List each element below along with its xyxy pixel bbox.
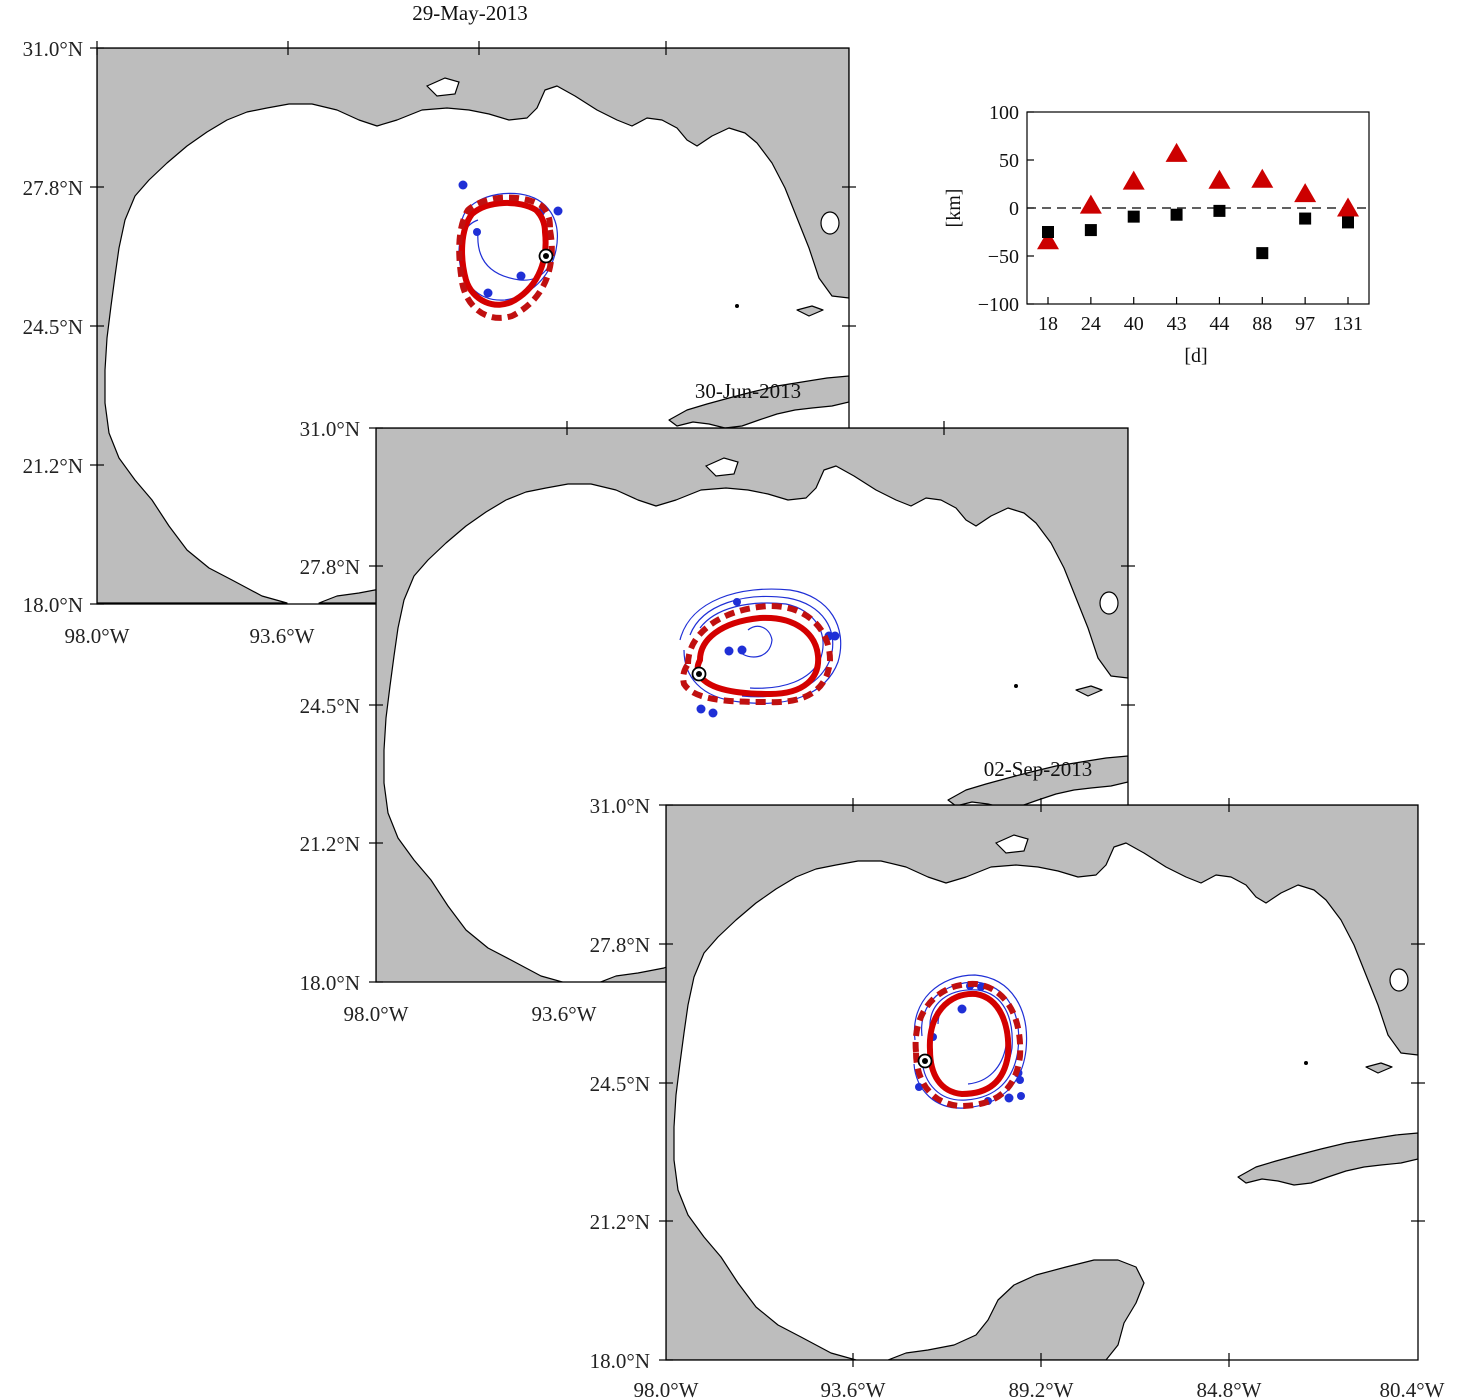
y-tick-label: 50 xyxy=(999,150,1019,172)
map-title: 29-May-2013 xyxy=(412,1,527,25)
eddy-contour-dashed xyxy=(912,980,1024,1109)
triangle-marker xyxy=(1037,230,1059,250)
lat-label: 27.8°N xyxy=(590,933,650,957)
x-tick-label: 24 xyxy=(1081,313,1101,335)
lat-label: 31.0°N xyxy=(300,417,360,441)
square-marker xyxy=(1342,216,1354,229)
lat-label: 31.0°N xyxy=(590,794,650,818)
x-tick-label: 40 xyxy=(1124,313,1144,335)
x-tick-label: 97 xyxy=(1295,313,1315,335)
square-marker xyxy=(1256,247,1269,260)
triangle-marker xyxy=(1165,142,1188,162)
lon-label: 80.4°W xyxy=(1380,1378,1445,1400)
triangle-marker xyxy=(1337,197,1359,217)
lat-label: 21.2°N xyxy=(590,1210,650,1234)
eddy-contour-dashed xyxy=(680,603,833,706)
y-axis: 100 50 0 −50 −100 xyxy=(978,102,1034,316)
lat-label: 27.8°N xyxy=(23,176,83,200)
x-tick-label: 43 xyxy=(1167,313,1187,335)
lat-label: 27.8°N xyxy=(300,555,360,579)
lon-label: 93.6°W xyxy=(532,1002,597,1026)
eddy-contour-dashed xyxy=(456,194,555,321)
x-tick-label: 18 xyxy=(1038,313,1058,335)
inset-chart: 100 50 0 −50 −100 18 24 40 43 44 88 97 131 [km] [d] xyxy=(943,102,1370,367)
triangle-marker xyxy=(1208,169,1231,189)
square-marker xyxy=(1299,212,1312,225)
lat-label: 18.0°N xyxy=(23,593,83,617)
lon-label: 98.0°W xyxy=(65,624,130,648)
lat-label: 24.5°N xyxy=(300,694,360,718)
square-marker xyxy=(1127,210,1140,223)
lat-label: 31.0°N xyxy=(23,37,83,61)
y-tick-label: 0 xyxy=(1009,198,1019,220)
lon-label: 98.0°W xyxy=(344,1002,409,1026)
y-tick-label: −50 xyxy=(988,246,1019,268)
y-axis-label: [km] xyxy=(943,189,965,228)
lon-label: 93.6°W xyxy=(250,624,315,648)
lat-label: 21.2°N xyxy=(300,832,360,856)
triangle-marker xyxy=(1251,168,1274,188)
lat-label: 18.0°N xyxy=(300,971,360,995)
triangle-marker xyxy=(1079,194,1102,214)
x-axis: 18 24 40 43 44 88 97 131 xyxy=(1038,297,1363,335)
square-marker xyxy=(1084,224,1097,237)
x-tick-label: 44 xyxy=(1209,313,1229,335)
x-axis-label: [d] xyxy=(1184,345,1207,367)
chart-marks xyxy=(1037,142,1359,260)
lon-label: 98.0°W xyxy=(634,1378,699,1400)
map-title: 30-Jun-2013 xyxy=(695,379,801,403)
square-marker xyxy=(1213,204,1226,217)
triangle-marker xyxy=(1294,183,1317,203)
lon-label: 89.2°W xyxy=(1009,1378,1074,1400)
lat-label: 24.5°N xyxy=(590,1072,650,1096)
y-tick-label: 100 xyxy=(989,102,1019,124)
square-marker xyxy=(1170,208,1183,221)
triangle-marker xyxy=(1122,170,1145,190)
lat-label: 24.5°N xyxy=(23,315,83,339)
square-marker xyxy=(1042,226,1054,238)
lon-label: 84.8°W xyxy=(1197,1378,1262,1400)
lon-label: 93.6°W xyxy=(821,1378,886,1400)
lat-label: 18.0°N xyxy=(590,1349,650,1373)
x-tick-label: 131 xyxy=(1333,313,1363,335)
map-panel-sep: 02-Sep-2013 31.0°N 27.8°N 24.5°N 21.2°N … xyxy=(590,757,1445,1400)
eddy-contour-solid xyxy=(926,990,1012,1097)
x-tick-label: 88 xyxy=(1252,313,1272,335)
lat-label: 21.2°N xyxy=(23,454,83,478)
map-title: 02-Sep-2013 xyxy=(984,757,1093,781)
y-tick-label: −100 xyxy=(978,294,1019,316)
